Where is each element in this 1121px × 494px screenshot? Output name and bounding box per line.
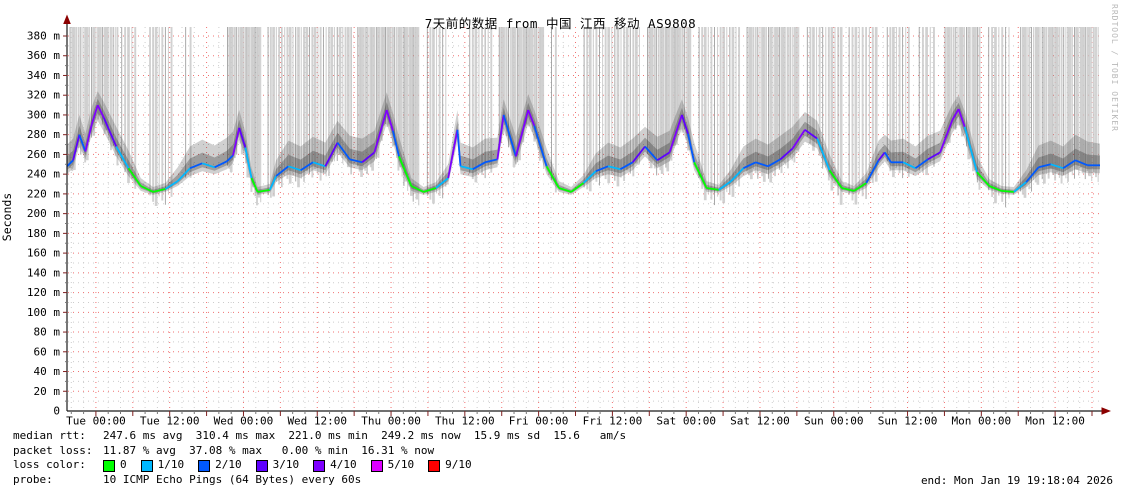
loss-legend-text: 0: [120, 458, 127, 472]
svg-text:Tue 12:00: Tue 12:00: [140, 415, 200, 428]
loss-swatch-icon: [370, 459, 383, 472]
svg-text:280 m: 280 m: [27, 128, 60, 141]
svg-text:60 m: 60 m: [34, 345, 61, 358]
svg-text:340 m: 340 m: [27, 69, 60, 82]
svg-text:Mon 12:00: Mon 12:00: [1025, 415, 1085, 428]
svg-text:Thu 00:00: Thu 00:00: [361, 415, 421, 428]
loss-legend-text: 3/10: [272, 458, 300, 472]
svg-text:220 m: 220 m: [27, 187, 60, 200]
probe-label: probe:: [13, 473, 53, 487]
svg-text:Sat 00:00: Sat 00:00: [656, 415, 716, 428]
svg-text:Tue 00:00: Tue 00:00: [66, 415, 126, 428]
loss-legend-text: 9/10: [445, 458, 472, 472]
probe-value: 10 ICMP Echo Pings (64 Bytes) every 60s: [103, 473, 362, 487]
svg-text:360 m: 360 m: [27, 49, 60, 62]
svg-text:180 m: 180 m: [27, 227, 60, 240]
svg-text:Seconds: Seconds: [0, 193, 14, 241]
svg-text:100 m: 100 m: [27, 306, 60, 319]
packet-loss-stats: packet loss: 11.87 % avg 37.08 % max 0.0…: [13, 444, 1113, 459]
loss-swatch-icon: [313, 459, 326, 472]
svg-text:260 m: 260 m: [27, 148, 60, 161]
median-rtt-values: 247.6 ms avg 310.4 ms max 221.0 ms min 2…: [103, 429, 627, 442]
loss-legend-item: 2/10: [198, 458, 242, 473]
svg-text:Fri 00:00: Fri 00:00: [509, 415, 569, 428]
svg-text:300 m: 300 m: [27, 108, 60, 121]
loss-color-label: loss color:: [13, 458, 86, 472]
svg-text:Fri 12:00: Fri 12:00: [583, 415, 643, 428]
loss-swatch-icon: [198, 459, 211, 472]
svg-text:140 m: 140 m: [27, 266, 60, 279]
svg-text:Wed 00:00: Wed 00:00: [214, 415, 274, 428]
loss-color-items: 0 1/10 2/10 3/10 4/10 5/10 9/10: [103, 458, 486, 473]
svg-text:320 m: 320 m: [27, 89, 60, 102]
svg-text:0: 0: [53, 405, 60, 418]
svg-text:120 m: 120 m: [27, 286, 60, 299]
loss-legend-item: 4/10: [313, 458, 357, 473]
loss-legend-item: 5/10: [370, 458, 415, 473]
median-rtt-label: median rtt:: [13, 429, 86, 442]
median-rtt-stats: median rtt: 247.6 ms avg 310.4 ms max 22…: [13, 429, 1113, 444]
svg-text:200 m: 200 m: [27, 207, 60, 220]
svg-text:380 m: 380 m: [27, 30, 60, 43]
svg-text:Thu 12:00: Thu 12:00: [435, 415, 495, 428]
stats-block: median rtt: 247.6 ms avg 310.4 ms max 22…: [13, 429, 1113, 488]
svg-text:160 m: 160 m: [27, 247, 60, 260]
chart-title: 7天前的数据 from 中国 江西 移动 AS9808: [424, 16, 697, 31]
svg-text:40 m: 40 m: [34, 365, 61, 378]
loss-legend-item: 0: [103, 458, 127, 473]
packet-loss-label: packet loss:: [13, 443, 93, 457]
svg-text:Mon 00:00: Mon 00:00: [952, 415, 1012, 428]
end-timestamp: end: Mon Jan 19 19:18:04 2026: [920, 474, 1113, 487]
loss-legend-item: 9/10: [428, 458, 472, 473]
loss-legend-item: 3/10: [255, 458, 300, 473]
svg-text:240 m: 240 m: [27, 168, 60, 181]
svg-text:Wed 12:00: Wed 12:00: [287, 415, 347, 428]
packet-loss-values: 11.87 % avg 37.08 % max 0.00 % min 16.31…: [103, 443, 435, 457]
loss-swatch-icon: [140, 459, 153, 472]
loss-swatch-icon: [255, 459, 268, 472]
loss-color-legend: loss color: 0 1/10 2/10 3/10 4/10 5/10 9/10: [13, 458, 1113, 473]
loss-swatch-icon: [103, 459, 115, 472]
rtt-chart-canvas: 20 m 40 m 60 m 80 m 100 m 120 m 140 m 160 m 180 …: [0, 14, 1111, 428]
svg-text:80 m: 80 m: [34, 326, 61, 339]
loss-legend-text: 2/10: [215, 458, 242, 472]
loss-legend-item: 1/10: [140, 458, 185, 473]
loss-legend-text: 1/10: [157, 458, 185, 472]
loss-swatch-icon: [428, 459, 441, 472]
rrdtool-watermark: RRDTOOL / TOBI OETIKER: [1110, 4, 1119, 132]
svg-text:Sun 12:00: Sun 12:00: [878, 415, 938, 428]
probe-info: probe: 10 ICMP Echo Pings (64 Bytes) eve…: [13, 473, 1113, 488]
loss-legend-text: 5/10: [387, 458, 415, 472]
svg-text:Sun 00:00: Sun 00:00: [804, 415, 864, 428]
svg-text:Sat 12:00: Sat 12:00: [730, 415, 790, 428]
svg-text:20 m: 20 m: [34, 385, 61, 398]
loss-legend-text: 4/10: [330, 458, 357, 472]
